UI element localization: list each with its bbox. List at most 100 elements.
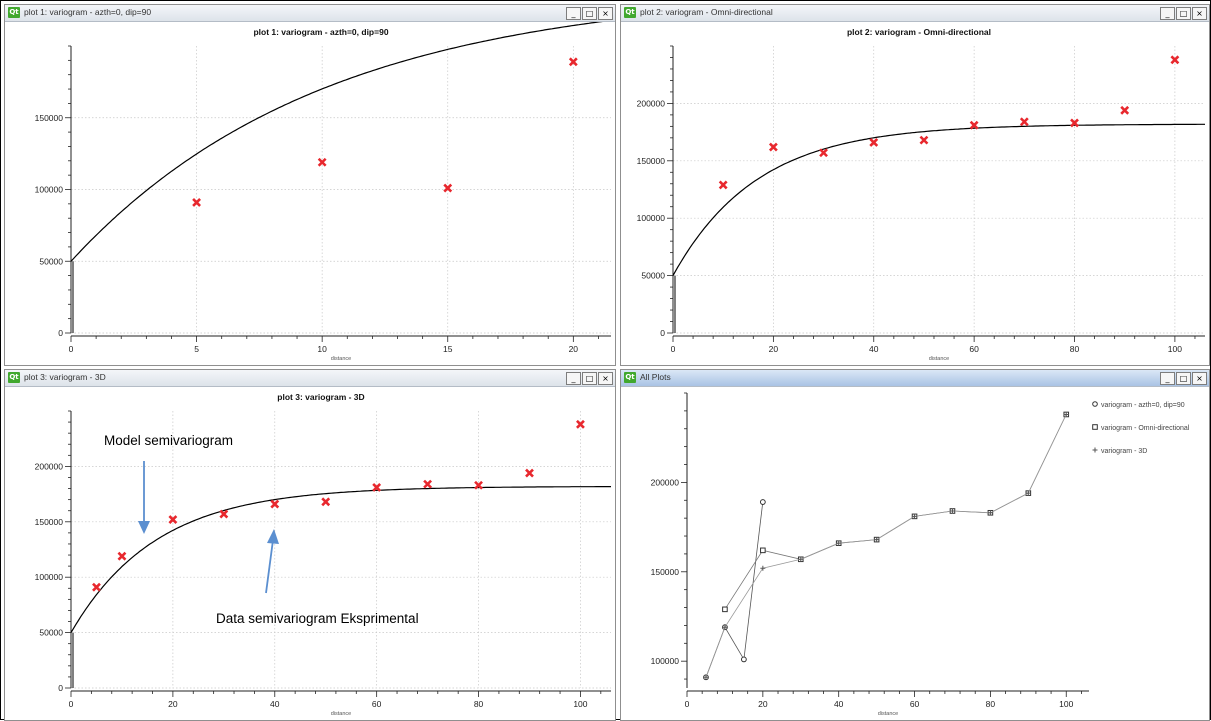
- x-tick-label: 100: [573, 699, 587, 709]
- data-point-marker: [718, 180, 728, 190]
- y-tick-label: 50000: [641, 271, 665, 281]
- series-point-3: [760, 565, 766, 571]
- chart-title: plot 1: variogram - azth=0, dip=90: [253, 27, 388, 37]
- minimize-button[interactable]: _: [566, 7, 581, 20]
- series-line-1: [705, 502, 764, 678]
- series-point-1: [759, 499, 766, 505]
- data-point-marker: [869, 138, 879, 147]
- series-point-1: [740, 656, 747, 663]
- data-point-marker: [919, 135, 929, 145]
- data-point-marker: [92, 582, 101, 592]
- data-point-marker: [321, 497, 331, 507]
- x-tick-label: 20: [769, 344, 779, 354]
- data-point-marker: [1019, 117, 1029, 127]
- data-point-marker: [568, 57, 578, 67]
- data-point-marker: [192, 197, 202, 207]
- y-tick-label: 150000: [35, 517, 64, 527]
- legend-label: variogram - azth=0, dip=90: [1101, 402, 1185, 409]
- x-tick-label: 40: [834, 699, 844, 709]
- maximize-button[interactable]: □: [1176, 7, 1191, 20]
- qt-logo-icon: Qt: [8, 372, 20, 383]
- model-curve: [70, 22, 603, 262]
- data-point-marker: [219, 509, 229, 519]
- qt-logo-icon: Qt: [624, 7, 636, 18]
- y-tick-label: 100000: [35, 185, 64, 195]
- model-semivariogram-annotation: Model semivariogram: [104, 433, 233, 448]
- data-point-marker: [969, 120, 979, 130]
- all-plots-titlebar[interactable]: Qt All Plots _ □ ×: [621, 370, 1209, 387]
- legend-label: variogram - 3D: [1101, 448, 1147, 455]
- x-axis-label: distance: [331, 711, 352, 717]
- x-tick-label: 40: [270, 699, 280, 709]
- y-tick-label: 150000: [35, 113, 64, 123]
- x-tick-label: 5: [194, 344, 199, 354]
- y-tick-label: 150000: [637, 156, 666, 166]
- y-tick-label: 0: [58, 328, 63, 338]
- data-arrow-line: [265, 539, 274, 594]
- data-point-marker: [1070, 118, 1079, 128]
- y-tick-label: 200000: [651, 477, 680, 487]
- y-tick-label: 50000: [39, 628, 63, 638]
- series-point-3: [1025, 490, 1031, 496]
- plot-3-titlebar[interactable]: Qt plot 3: variogram - 3D _ □ ×: [5, 370, 615, 387]
- plot-1-window: Qt plot 1: variogram - azth=0, dip=90 _ …: [4, 4, 616, 366]
- x-axis-label: distance: [878, 711, 899, 717]
- qt-logo-icon: Qt: [624, 372, 636, 383]
- y-tick-label: 50000: [39, 256, 63, 266]
- y-tick-label: 100000: [637, 213, 666, 223]
- data-point-marker: [168, 515, 178, 525]
- x-tick-label: 15: [443, 344, 453, 354]
- data-point-marker: [525, 468, 534, 478]
- close-button[interactable]: ×: [598, 7, 613, 20]
- plot-3-chart: plot 3: variogram - 3D 0 20 40 60 80 100 distan…: [35, 392, 611, 717]
- series-point-3: [949, 508, 955, 514]
- plot-2-chart: plot 2: variogram - Omni-directional 0 20 4…: [637, 27, 1205, 362]
- x-tick-label: 20: [569, 344, 579, 354]
- x-tick-label: 0: [69, 344, 74, 354]
- plot-2-titlebar[interactable]: Qt plot 2: variogram - Omni-directional …: [621, 5, 1209, 22]
- minimize-button[interactable]: _: [1160, 372, 1175, 385]
- plot-3-window-title: plot 3: variogram - 3D: [24, 372, 106, 382]
- maximize-button[interactable]: □: [582, 372, 597, 385]
- minimize-button[interactable]: _: [1160, 7, 1175, 20]
- data-point-marker: [117, 551, 127, 561]
- y-tick-label: 200000: [637, 98, 666, 108]
- x-tick-label: 10: [317, 344, 327, 354]
- maximize-button[interactable]: □: [1176, 372, 1191, 385]
- series-point-3: [798, 556, 804, 562]
- data-point-marker: [819, 148, 828, 158]
- maximize-button[interactable]: □: [582, 7, 597, 20]
- plot-1-window-title: plot 1: variogram - azth=0, dip=90: [24, 7, 152, 17]
- y-tick-label: 0: [660, 328, 665, 338]
- series-point-3: [722, 624, 728, 630]
- data-point-marker: [1120, 105, 1130, 115]
- x-tick-label: 80: [474, 699, 484, 709]
- data-point-marker: [317, 157, 327, 167]
- legend-label: variogram - Omni-directional: [1101, 425, 1190, 432]
- close-button[interactable]: ×: [1192, 7, 1207, 20]
- x-tick-label: 60: [910, 699, 920, 709]
- plot-1-titlebar[interactable]: Qt plot 1: variogram - azth=0, dip=90 _ …: [5, 5, 615, 22]
- series-point-3: [987, 510, 993, 516]
- series-line-3: [705, 414, 1067, 678]
- model-curve: [672, 123, 1205, 276]
- all-plots-window: Qt All Plots _ □ × 0 20 40 60 80 100 distance 1…: [620, 369, 1210, 721]
- close-button[interactable]: ×: [1192, 372, 1207, 385]
- minimize-button[interactable]: _: [566, 372, 581, 385]
- chart-title: plot 3: variogram - 3D: [277, 392, 364, 402]
- data-point-marker: [474, 480, 483, 490]
- x-tick-label: 100: [1168, 344, 1182, 354]
- series-point-2: [760, 547, 766, 554]
- x-tick-label: 20: [758, 699, 768, 709]
- model-arrow-head: [138, 521, 150, 534]
- y-tick-label: 100000: [651, 656, 680, 666]
- close-button[interactable]: ×: [598, 372, 613, 385]
- plot-2-window: Qt plot 2: variogram - Omni-directional …: [620, 4, 1210, 366]
- chart-title: plot 2: variogram - Omni-directional: [847, 27, 991, 37]
- legend-marker-2: [1092, 424, 1098, 430]
- x-tick-label: 80: [1070, 344, 1080, 354]
- x-tick-label: 20: [168, 699, 178, 709]
- data-point-marker: [270, 499, 280, 509]
- plot-1-chart: plot 1: variogram - azth=0, dip=90 0 5 10 15…: [35, 22, 611, 362]
